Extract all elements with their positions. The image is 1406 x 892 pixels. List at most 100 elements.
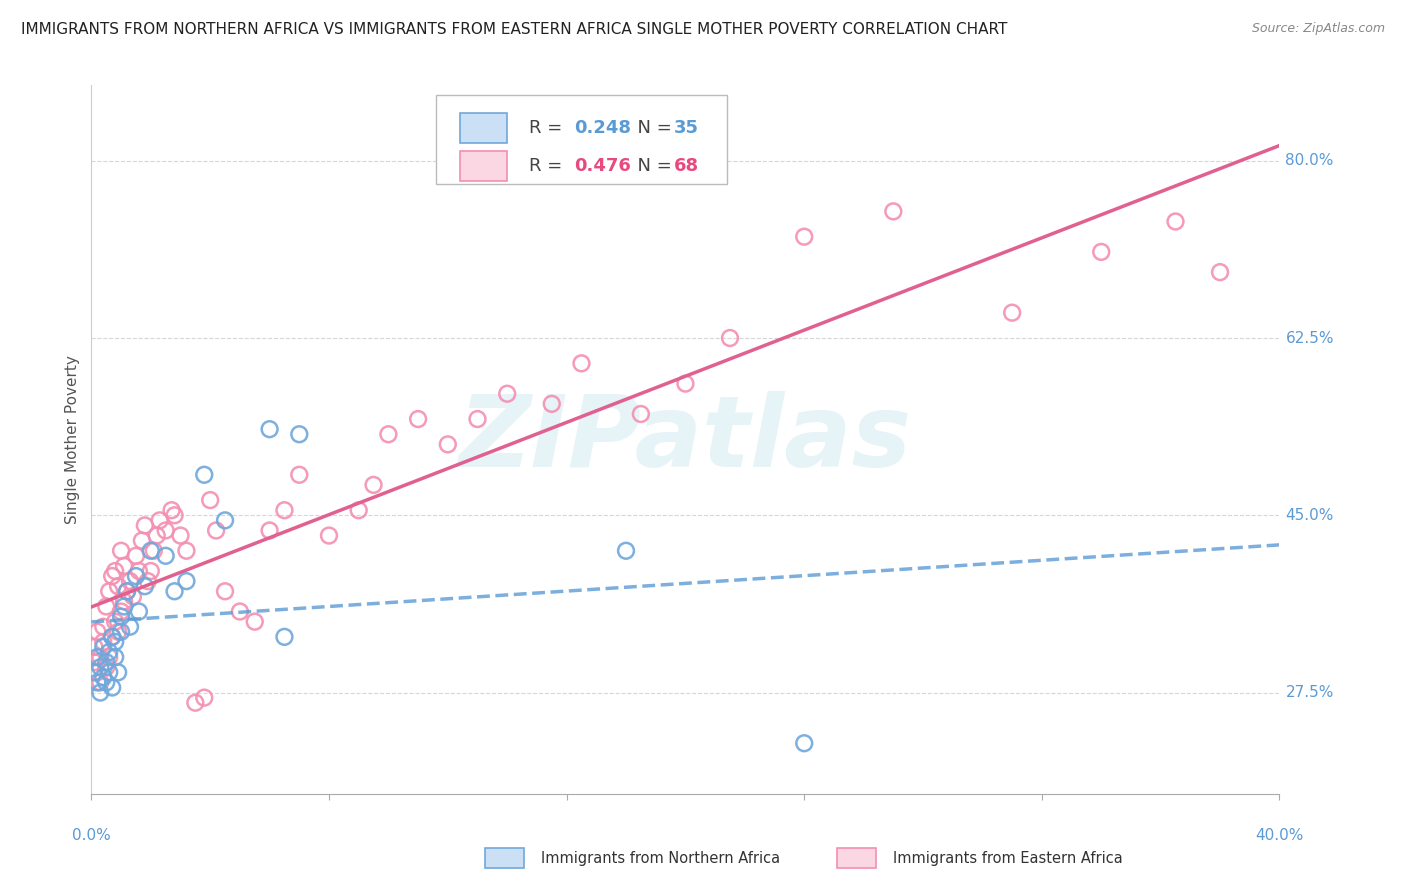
Point (214, 584, 236, 599)
Point (101, 630, 124, 644)
Text: Immigrants from Northern Africa: Immigrants from Northern Africa (541, 851, 780, 865)
Point (96, 660, 118, 674)
Point (288, 427, 311, 442)
Point (98, 650, 121, 665)
Point (125, 549, 148, 563)
Point (467, 412, 489, 426)
Point (86, 624, 108, 639)
Point (91, 620, 114, 634)
Point (125, 569, 148, 583)
FancyBboxPatch shape (436, 95, 727, 184)
Point (1001, 306, 1024, 320)
Point (89, 675, 111, 690)
Point (96, 655, 118, 669)
Point (1164, 214, 1187, 228)
Text: 0.248: 0.248 (574, 119, 631, 137)
Point (96, 599, 118, 614)
Point (169, 528, 191, 542)
Point (273, 630, 295, 644)
Point (86, 650, 108, 665)
Point (193, 690, 215, 705)
Point (149, 513, 172, 527)
Point (205, 524, 228, 538)
Point (273, 503, 295, 517)
Text: 0.0%: 0.0% (72, 829, 111, 843)
Point (793, 229, 815, 244)
Point (318, 528, 340, 542)
Point (104, 635, 127, 649)
Point (259, 422, 281, 436)
Point (107, 624, 129, 639)
Point (101, 630, 124, 644)
Point (86, 665, 108, 680)
Point (118, 574, 141, 589)
Text: 68: 68 (673, 157, 699, 176)
Text: 62.5%: 62.5% (1285, 331, 1334, 345)
Point (89, 660, 111, 674)
Point (1090, 244, 1112, 259)
Point (89, 685, 111, 699)
FancyBboxPatch shape (460, 152, 508, 181)
Point (107, 579, 129, 593)
Point (882, 204, 904, 219)
Point (214, 513, 236, 527)
Point (112, 599, 135, 614)
Point (163, 584, 186, 599)
Point (496, 386, 519, 401)
Text: 80.0%: 80.0% (1285, 153, 1334, 169)
Point (793, 736, 815, 750)
Point (136, 574, 159, 589)
Point (176, 543, 198, 558)
Point (1209, 265, 1232, 279)
Point (122, 590, 145, 604)
Point (107, 665, 129, 680)
Point (377, 427, 399, 442)
FancyBboxPatch shape (460, 113, 508, 143)
Point (96, 675, 118, 690)
Point (139, 564, 162, 578)
Point (101, 681, 124, 695)
Point (142, 543, 165, 558)
Text: 35: 35 (673, 119, 699, 137)
Point (229, 605, 252, 619)
Point (91, 640, 114, 654)
Point (155, 524, 177, 538)
Text: R =: R = (529, 157, 568, 176)
Point (83, 665, 105, 680)
Point (104, 564, 127, 578)
Point (718, 331, 741, 345)
Point (139, 543, 162, 558)
Point (110, 609, 132, 624)
Point (193, 467, 215, 482)
Text: 40.0%: 40.0% (1256, 829, 1303, 843)
Text: Source: ZipAtlas.com: Source: ZipAtlas.com (1251, 22, 1385, 36)
Point (673, 376, 696, 391)
Point (104, 615, 127, 629)
Point (89, 650, 111, 665)
Point (83, 640, 105, 654)
Point (160, 503, 183, 517)
Point (540, 397, 562, 411)
Point (110, 605, 132, 619)
Point (104, 650, 127, 665)
Point (436, 437, 458, 451)
Point (115, 584, 138, 599)
Text: ZIPatlas: ZIPatlas (458, 391, 912, 488)
Point (200, 493, 222, 508)
Text: R =: R = (529, 119, 568, 137)
Text: N =: N = (626, 157, 678, 176)
Point (101, 569, 124, 583)
Point (155, 549, 177, 563)
Point (347, 503, 370, 517)
Point (145, 528, 167, 542)
Point (288, 467, 311, 482)
Point (86, 675, 108, 690)
Point (134, 579, 156, 593)
Y-axis label: Single Mother Poverty: Single Mother Poverty (65, 355, 80, 524)
Text: IMMIGRANTS FROM NORTHERN AFRICA VS IMMIGRANTS FROM EASTERN AFRICA SINGLE MOTHER : IMMIGRANTS FROM NORTHERN AFRICA VS IMMIG… (21, 22, 1008, 37)
Point (115, 584, 138, 599)
Point (110, 543, 132, 558)
Point (406, 412, 429, 426)
Point (131, 533, 153, 548)
Point (128, 605, 150, 619)
